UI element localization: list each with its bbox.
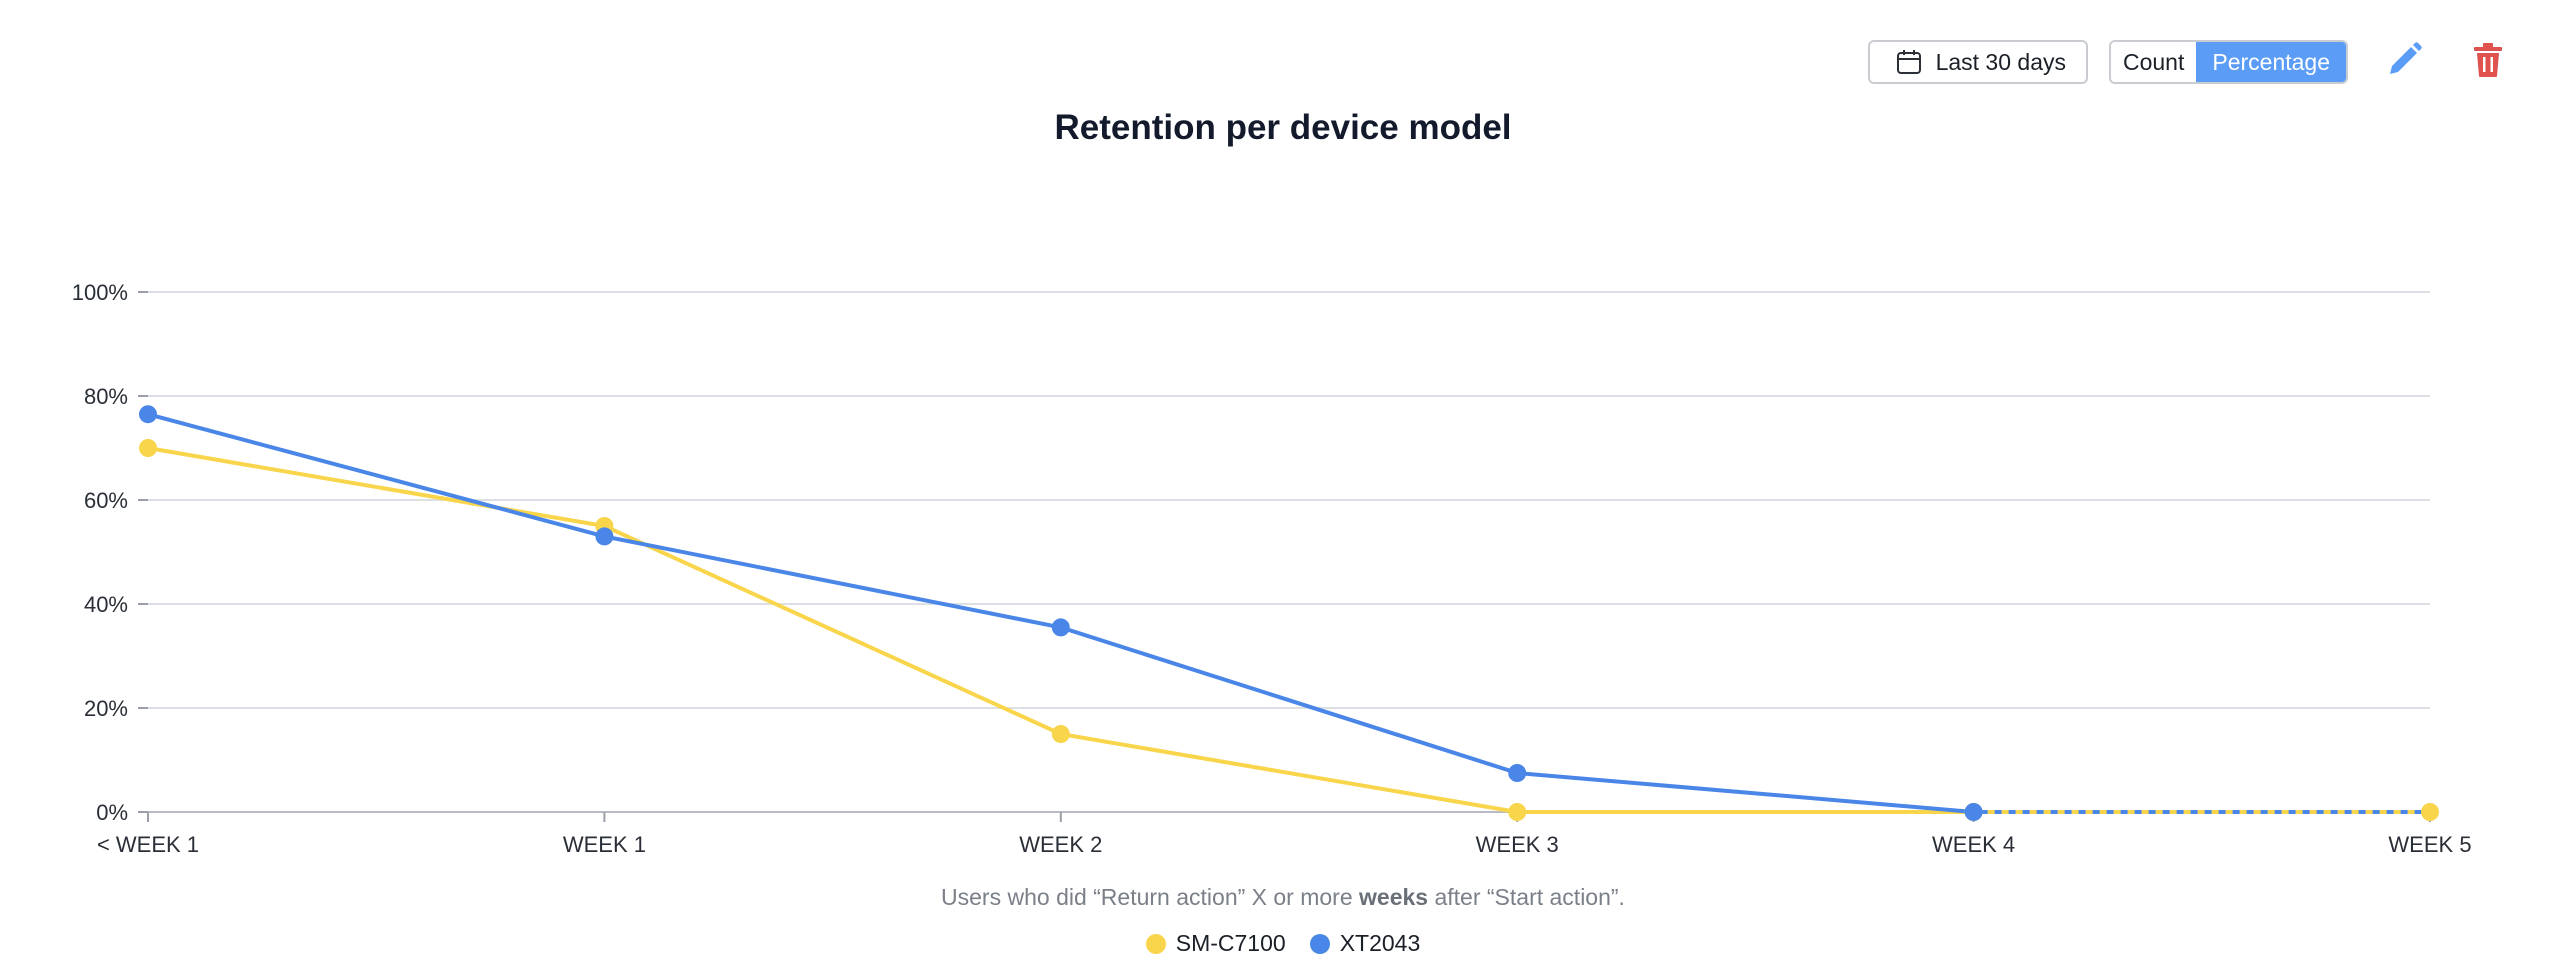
calendar-icon xyxy=(1896,49,1922,75)
data-point-s0-5 xyxy=(2421,803,2439,821)
chart-toolbar: Last 30 days Count Percentage xyxy=(1867,38,2512,86)
x-tick-label-1: WEEK 1 xyxy=(563,832,646,857)
delete-button[interactable] xyxy=(2464,38,2512,86)
trash-icon xyxy=(2473,42,2503,83)
legend-dot-sm-c7100 xyxy=(1145,933,1166,954)
data-point-s1-3 xyxy=(1508,764,1527,782)
y-tick-label-0: 0% xyxy=(96,800,128,825)
legend-label-xt2043: XT2043 xyxy=(1339,930,1421,956)
y-tick-label-80: 80% xyxy=(84,384,128,409)
data-point-s1-0 xyxy=(139,405,157,424)
legend-item-sm-c7100[interactable]: SM-C7100 xyxy=(1145,930,1286,957)
x-tick-label-3: WEEK 3 xyxy=(1476,832,1559,857)
y-tick-label-60: 60% xyxy=(84,488,128,513)
pencil-icon xyxy=(2385,41,2423,84)
x-tick-label-5: WEEK 5 xyxy=(2388,832,2471,857)
x-tick-label-4: WEEK 4 xyxy=(1932,832,2015,857)
mode-toggle: Count Percentage xyxy=(2108,40,2348,84)
x-tick-label-0: < WEEK 1 xyxy=(97,832,199,857)
legend-dot-xt2043 xyxy=(1309,933,1330,954)
y-tick-label-40: 40% xyxy=(84,592,128,617)
y-tick-label-20: 20% xyxy=(84,696,128,721)
chart-caption: Users who did “Return action” X or more … xyxy=(0,884,2566,911)
data-point-s0-3 xyxy=(1508,803,1527,821)
series-line-1 xyxy=(147,412,1974,814)
caption-text-start: Users who did “Return action” X or more xyxy=(941,884,1360,910)
mode-percentage-button[interactable]: Percentage xyxy=(2196,42,2346,82)
date-range-label: Last 30 days xyxy=(1935,48,2066,75)
data-point-s1-1 xyxy=(595,527,614,546)
y-tick-label-100: 100% xyxy=(72,280,128,305)
data-point-s1-2 xyxy=(1051,618,1070,637)
data-point-s0-0 xyxy=(139,439,157,457)
data-point-s0-2 xyxy=(1051,725,1070,743)
chart-legend: SM-C7100 XT2043 xyxy=(0,930,2566,957)
caption-unit: weeks xyxy=(1359,884,1429,910)
legend-label-sm-c7100: SM-C7100 xyxy=(1175,930,1286,956)
data-point-s1-4 xyxy=(1964,803,1983,821)
legend-item-xt2043[interactable]: XT2043 xyxy=(1309,930,1421,957)
mode-count-button[interactable]: Count xyxy=(2110,42,2197,82)
x-tick-label-2: WEEK 2 xyxy=(1019,832,1102,857)
edit-button[interactable] xyxy=(2380,38,2428,86)
date-range-button[interactable]: Last 30 days xyxy=(1867,40,2088,84)
chart-title: Retention per device model xyxy=(1054,108,1512,147)
caption-text-end: after “Start action”. xyxy=(1428,884,1625,910)
